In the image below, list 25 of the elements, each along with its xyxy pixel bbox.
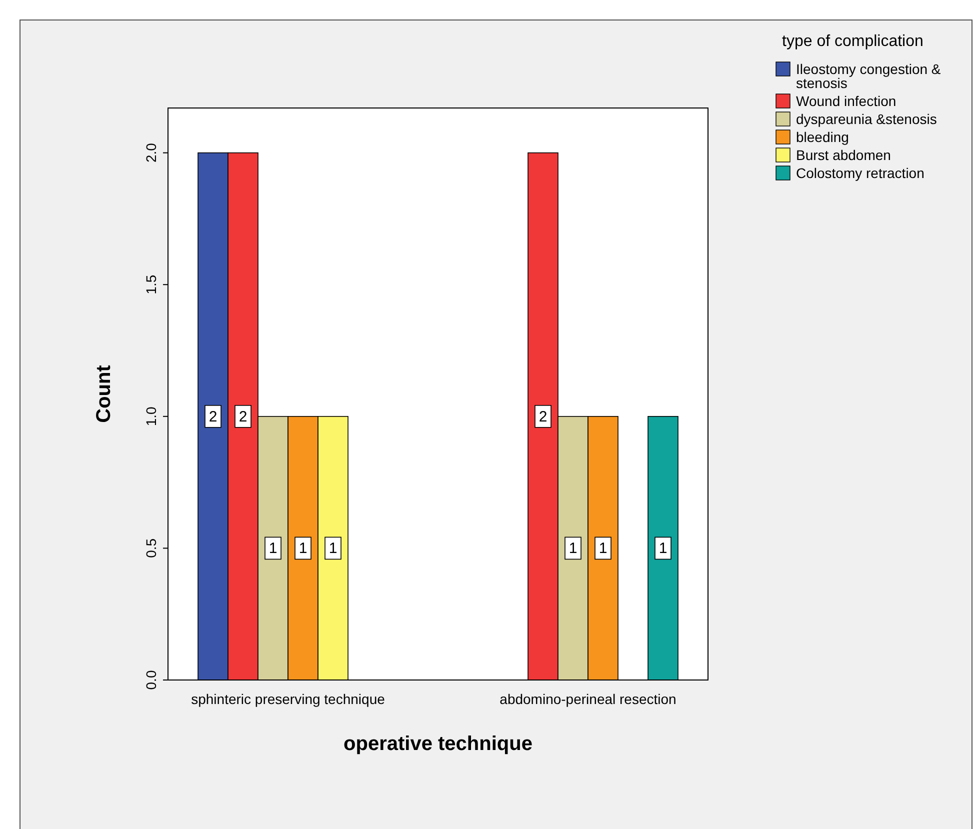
- data-label: 2: [238, 408, 248, 426]
- y-tick-label: 1.5: [143, 274, 159, 294]
- legend-label: dyspareunia &stenosis: [796, 111, 937, 127]
- y-tick-label: 0.0: [143, 670, 159, 690]
- data-label: 1: [298, 540, 308, 558]
- x-axis-title: operative technique: [344, 733, 532, 755]
- y-tick-label: 0.5: [143, 538, 159, 558]
- legend-label: Burst abdomen: [796, 147, 891, 163]
- y-tick-label: 2.0: [143, 142, 159, 163]
- data-label: 1: [598, 540, 608, 558]
- data-label: 2: [208, 408, 218, 426]
- data-label: 2: [538, 408, 548, 426]
- x-tick-label: abdomino-perineal resection: [500, 691, 676, 707]
- data-label: 1: [268, 540, 278, 558]
- data-label: 1: [568, 540, 578, 558]
- legend-label: Ileostomy congestion & stenosis: [796, 61, 942, 91]
- legend-label: Wound infection: [796, 93, 896, 109]
- data-label: 1: [658, 540, 668, 558]
- legend-label: bleeding: [796, 129, 849, 145]
- legend-title: type of complication: [782, 33, 924, 50]
- y-tick-label: 1.0: [143, 406, 159, 426]
- data-label: 1: [328, 540, 338, 558]
- y-axis-title: Count: [93, 364, 115, 423]
- legend-label: Colostomy retraction: [796, 165, 924, 181]
- x-tick-label: sphinteric preserving technique: [191, 691, 386, 707]
